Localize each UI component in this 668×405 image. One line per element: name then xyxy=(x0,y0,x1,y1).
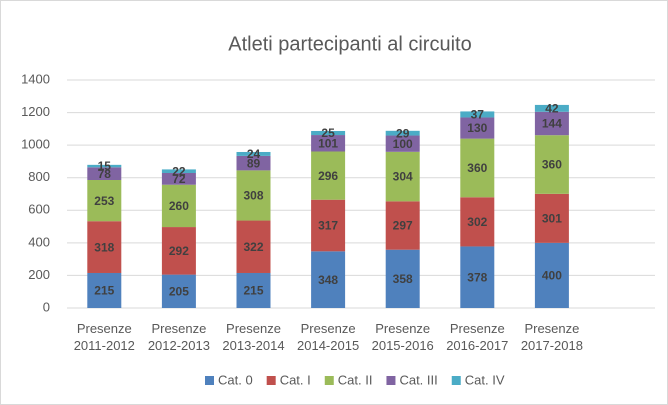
y-tick-label: 1400 xyxy=(21,71,50,86)
x-tick-label: Presenze 2016-2017 xyxy=(446,321,508,353)
bar-segment xyxy=(385,135,420,152)
bar-segment xyxy=(311,151,346,200)
bar-segment xyxy=(87,164,122,168)
bar-segment xyxy=(236,272,271,308)
legend-swatch xyxy=(205,376,214,385)
x-tick-label: Presenze 2014-2015 xyxy=(297,321,359,353)
value-label: 260 xyxy=(169,199,189,213)
value-label: 22 xyxy=(172,164,186,178)
x-tick-label: Presenze 2013-2014 xyxy=(222,321,284,353)
x-tick-label: Presenze 2017-2018 xyxy=(521,321,583,353)
x-tick-label: Presenze 2011-2012 xyxy=(74,321,135,353)
y-tick-label: 1000 xyxy=(21,137,50,152)
bar-segment xyxy=(87,167,122,180)
legend-swatch xyxy=(266,376,276,385)
bar-segment xyxy=(236,220,271,273)
value-label: 378 xyxy=(467,270,487,284)
value-label: 400 xyxy=(542,269,562,283)
value-label: 29 xyxy=(396,126,410,140)
value-label: 322 xyxy=(243,240,263,254)
value-label: 308 xyxy=(243,189,263,203)
bar-segment xyxy=(385,151,420,202)
legend-label: Cat. 0 xyxy=(218,372,253,387)
value-label: 304 xyxy=(393,170,413,184)
bar-segment xyxy=(311,199,346,252)
x-tick-label: Presenze 2015-2016 xyxy=(372,321,434,353)
bar-segment xyxy=(534,242,569,308)
value-label: 296 xyxy=(318,169,338,183)
value-label: 297 xyxy=(393,219,413,233)
bar-segment xyxy=(534,193,569,243)
bar-segment xyxy=(161,227,196,275)
bar-segment xyxy=(236,170,271,221)
y-tick-label: 1200 xyxy=(21,104,50,119)
value-label: 360 xyxy=(467,161,487,175)
legend-swatch xyxy=(386,376,396,385)
value-label: 37 xyxy=(471,108,485,122)
value-label: 15 xyxy=(98,159,112,173)
value-label: 215 xyxy=(243,284,263,298)
bar-segment xyxy=(385,130,420,136)
y-tick-label: 0 xyxy=(43,299,50,314)
y-tick-label: 200 xyxy=(28,267,50,282)
bar-segment xyxy=(385,249,420,308)
bar-segment xyxy=(460,197,495,247)
bar-segment xyxy=(87,272,122,308)
bar-segment xyxy=(311,135,346,152)
bar-segment xyxy=(534,104,569,112)
bar-segment xyxy=(460,111,495,118)
value-label: 360 xyxy=(542,158,562,172)
value-label: 302 xyxy=(467,215,487,229)
value-label: 358 xyxy=(393,272,413,286)
bar-segment xyxy=(460,117,495,139)
y-tick-label: 400 xyxy=(28,234,50,249)
legend-label: Cat. IV xyxy=(465,372,505,387)
bar-segment xyxy=(534,135,569,194)
value-label: 205 xyxy=(169,284,189,298)
value-label: 215 xyxy=(94,284,114,298)
value-label: 253 xyxy=(94,194,114,208)
bar-segment xyxy=(385,201,420,250)
value-label: 100 xyxy=(393,137,413,151)
value-label: 25 xyxy=(321,126,335,140)
bar-segment xyxy=(161,172,196,185)
value-label: 89 xyxy=(247,156,261,170)
bar-segment xyxy=(460,138,495,198)
bar-segment xyxy=(161,274,196,308)
value-label: 348 xyxy=(318,273,338,287)
legend-label: Cat. III xyxy=(399,372,437,387)
value-label: 317 xyxy=(318,219,338,233)
value-label: 130 xyxy=(467,121,487,135)
value-label: 292 xyxy=(169,244,189,258)
chart-title: Atleti partecipanti al circuito xyxy=(228,33,471,55)
value-label: 42 xyxy=(545,102,559,116)
bar-segment xyxy=(161,169,196,173)
bar-segment xyxy=(161,184,196,228)
y-tick-label: 800 xyxy=(28,169,50,184)
legend-swatch xyxy=(324,376,334,385)
value-label: 101 xyxy=(318,136,338,150)
legend-label: Cat. II xyxy=(338,372,373,387)
value-label: 24 xyxy=(247,147,261,161)
bar-segment xyxy=(311,130,346,136)
bar-segment xyxy=(460,246,495,308)
bar-segment xyxy=(534,111,569,136)
bar-segment xyxy=(236,151,271,156)
value-label: 72 xyxy=(172,172,186,186)
value-label: 78 xyxy=(98,167,112,181)
bar-segment xyxy=(87,221,122,273)
value-label: 301 xyxy=(542,212,562,226)
y-tick-label: 600 xyxy=(28,202,50,217)
value-label: 144 xyxy=(542,117,562,131)
bar-segment xyxy=(236,155,271,171)
bar-segment xyxy=(87,179,122,222)
legend-swatch xyxy=(451,376,461,385)
legend-label: Cat. I xyxy=(280,372,311,387)
bar-segment xyxy=(311,251,346,308)
value-label: 318 xyxy=(94,240,114,254)
x-tick-label: Presenze 2012-2013 xyxy=(148,321,210,353)
